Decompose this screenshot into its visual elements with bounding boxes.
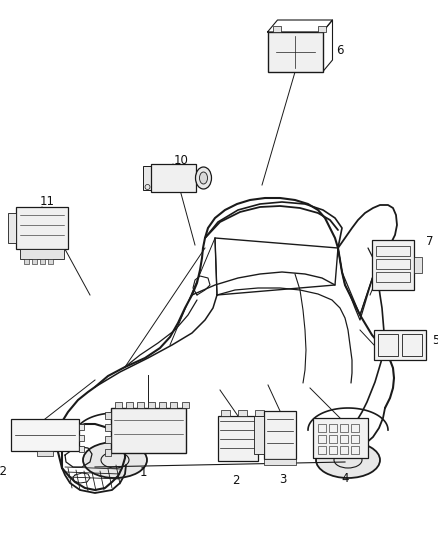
Bar xyxy=(318,424,325,432)
Bar xyxy=(350,446,358,454)
Ellipse shape xyxy=(195,167,212,189)
Bar xyxy=(264,411,296,459)
Bar xyxy=(374,330,426,360)
Text: 3: 3 xyxy=(279,473,287,486)
Text: 11: 11 xyxy=(39,195,54,208)
Bar xyxy=(350,424,358,432)
Bar xyxy=(272,26,280,32)
Bar xyxy=(105,436,110,443)
Bar xyxy=(238,409,247,416)
Bar xyxy=(312,418,367,458)
Bar xyxy=(218,416,258,461)
Bar xyxy=(114,401,121,408)
Text: 12: 12 xyxy=(0,465,8,478)
Bar xyxy=(151,164,195,192)
Bar xyxy=(339,424,347,432)
Bar xyxy=(79,446,84,452)
Bar xyxy=(264,459,296,465)
Bar xyxy=(402,334,422,356)
Bar xyxy=(79,424,84,430)
Bar xyxy=(372,240,414,290)
Bar xyxy=(110,408,186,453)
Bar xyxy=(37,451,53,456)
Bar xyxy=(414,257,422,273)
Bar xyxy=(16,207,68,249)
Text: 6: 6 xyxy=(336,44,344,56)
Bar xyxy=(148,401,155,408)
Text: 10: 10 xyxy=(173,154,188,167)
Text: 7: 7 xyxy=(426,235,434,248)
Bar xyxy=(318,435,325,443)
Bar xyxy=(142,166,152,190)
Bar xyxy=(328,446,336,454)
Bar xyxy=(350,435,358,443)
Bar xyxy=(255,409,264,416)
Bar xyxy=(328,435,336,443)
Bar xyxy=(32,259,37,264)
Bar xyxy=(11,419,79,451)
Bar xyxy=(376,259,410,269)
Bar xyxy=(254,416,264,454)
Bar xyxy=(24,259,29,264)
Bar xyxy=(40,259,45,264)
Bar xyxy=(339,446,347,454)
Bar xyxy=(170,401,177,408)
Bar xyxy=(376,272,410,282)
Bar xyxy=(20,249,64,259)
Bar xyxy=(159,401,166,408)
Bar xyxy=(79,435,84,441)
Bar xyxy=(126,401,133,408)
Bar xyxy=(376,246,410,256)
Bar xyxy=(378,334,398,356)
Text: 5: 5 xyxy=(432,335,438,348)
Bar xyxy=(8,213,16,243)
Text: 4: 4 xyxy=(341,472,349,485)
Bar xyxy=(268,32,322,72)
Ellipse shape xyxy=(199,172,208,184)
Bar xyxy=(48,259,53,264)
Bar xyxy=(105,424,110,431)
Ellipse shape xyxy=(316,442,380,478)
Bar xyxy=(318,26,325,32)
Text: 2: 2 xyxy=(232,474,240,488)
Ellipse shape xyxy=(83,442,147,478)
Bar xyxy=(181,401,188,408)
Bar xyxy=(328,424,336,432)
Bar xyxy=(221,409,230,416)
Bar xyxy=(105,411,110,418)
Text: 1: 1 xyxy=(139,466,147,480)
Bar xyxy=(318,446,325,454)
Bar xyxy=(339,435,347,443)
Bar xyxy=(105,448,110,456)
Bar xyxy=(137,401,144,408)
